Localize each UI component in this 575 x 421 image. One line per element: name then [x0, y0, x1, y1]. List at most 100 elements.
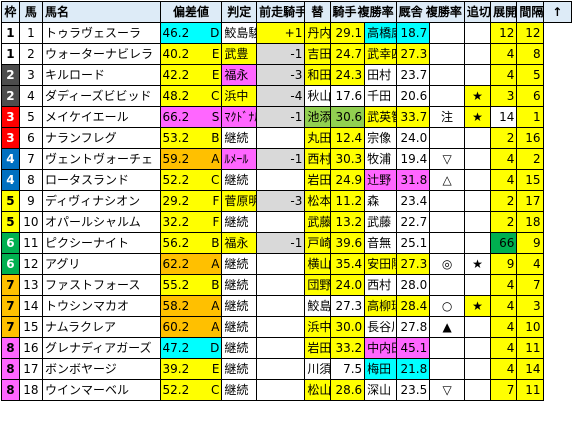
oikiri-mark	[429, 22, 465, 44]
table-row[interactable]: 7 13 ファストフォース 55.2 B 継続 団野 24.0 西村 28.0 4 7	[1, 274, 572, 296]
prev-jockey: 継続	[221, 316, 258, 338]
tenkai-mark	[463, 379, 492, 401]
rank-cell: 4	[516, 253, 544, 275]
race-table: 枠 馬 馬名 偏差値 判定 前走騎手 替 騎手 複勝率 厩舎 複勝率 追切 展開 間…	[1, 1, 573, 401]
waku-cell: 8	[1, 337, 20, 359]
horse-number: 15	[18, 316, 43, 338]
horse-name: ファストフォース	[41, 274, 161, 296]
trainer-name: 辻野	[364, 169, 397, 191]
jockey-change	[256, 169, 306, 191]
score-value: 48.2	[162, 89, 190, 103]
header-tenkai[interactable]: 展開	[490, 1, 518, 23]
header-arrow[interactable]: ↑	[542, 1, 573, 23]
grade: F	[212, 194, 220, 208]
horse-number: 1	[18, 22, 43, 44]
trainer-name: 高柳瑞	[364, 295, 397, 317]
jockey-rate: 17.6	[329, 85, 366, 107]
waku-cell: 4	[1, 148, 20, 170]
horse-number: 6	[18, 127, 43, 149]
header-num[interactable]: 馬	[18, 1, 43, 23]
trainer-name: 高橋康	[364, 22, 397, 44]
rank-cell: 17	[516, 190, 544, 212]
score-cell: 42.2 E	[159, 64, 223, 86]
rank-cell: 3	[516, 295, 544, 317]
table-row[interactable]: 35メイケイエール66.2Sﾏｸﾄﾞﾅﾙﾄﾞ-1池添30.6武英智33.7注★1…	[1, 106, 572, 128]
trainer-name: 中内田	[364, 337, 397, 359]
header-jockey[interactable]: 騎手 複勝率	[329, 1, 397, 23]
header-row: 枠 馬 馬名 偏差値 判定 前走騎手 替 騎手 複勝率 厩舎 複勝率 追切 展開 間…	[1, 1, 573, 23]
table-row[interactable]: 8 17 ボンボヤージ 39.2 E 継続 川須 7.5 梅田 21.8 4 14	[1, 358, 572, 380]
prev-jockey: 継続	[221, 127, 258, 149]
trainer-rate: 24.0	[395, 127, 431, 149]
tenkai-mark	[463, 169, 492, 191]
waku-cell: 7	[1, 295, 20, 317]
rank-cell: 1	[516, 106, 544, 128]
jockey-name: 戸崎	[304, 232, 331, 254]
score-value: 56.2	[162, 236, 190, 250]
header-waku[interactable]: 枠	[1, 1, 20, 23]
score-value: 58.2	[162, 299, 190, 313]
jockey-change: -1	[256, 148, 306, 170]
header-interval[interactable]: 間隔	[516, 1, 544, 23]
header-trainer[interactable]: 厩舎 複勝率	[395, 1, 465, 23]
trainer-name: 宗像	[364, 127, 397, 149]
table-row[interactable]: 8 18 ウインマーベル 52.2 C 継続 松山 28.6 深山 23.5 ▽ 7 11	[1, 379, 572, 401]
horse-name: ダディーズビビッド	[41, 85, 161, 107]
oikiri-mark	[429, 43, 465, 65]
table-row[interactable]: 3 6 ナランフレグ 53.2 B 継続 丸田 12.4 宗像 24.0 2 16	[1, 127, 572, 149]
score-cell: 56.2 B	[159, 232, 223, 254]
horse-number: 2	[18, 43, 43, 65]
header-oikiri[interactable]: 追切	[463, 1, 492, 23]
jockey-change	[256, 379, 306, 401]
rank-cell: 11	[516, 337, 544, 359]
grade: C	[211, 173, 220, 187]
score-cell: 48.2 C	[159, 85, 223, 107]
rank-cell: 16	[516, 127, 544, 149]
jockey-name: 川須	[304, 358, 331, 380]
horse-name: ウォーターナビレラ	[41, 43, 161, 65]
interval-cell: 4	[490, 358, 518, 380]
tenkai-mark: ★	[463, 85, 492, 107]
prev-jockey: 継続	[221, 295, 258, 317]
grade: D	[210, 341, 220, 355]
waku-cell: 5	[1, 211, 20, 233]
oikiri-mark	[429, 337, 465, 359]
horse-name: トウシンマカオ	[41, 295, 161, 317]
rank-cell: 7	[516, 274, 544, 296]
oikiri-mark	[429, 211, 465, 233]
jockey-change	[256, 253, 306, 275]
header-hantei[interactable]: 判定	[221, 1, 258, 23]
tenkai-mark	[463, 64, 492, 86]
header-hensachi[interactable]: 偏差値	[159, 1, 223, 23]
horse-name: オパールシャルム	[41, 211, 161, 233]
jockey-name: 団野	[304, 274, 331, 296]
header-change[interactable]: 替	[304, 1, 331, 23]
interval-cell: 7	[490, 379, 518, 401]
waku-cell: 1	[1, 43, 20, 65]
prev-jockey: ﾏｸﾄﾞﾅﾙﾄﾞ	[221, 106, 258, 128]
header-prev-jockey[interactable]: 前走騎手	[256, 1, 306, 23]
horse-name: キルロード	[41, 64, 161, 86]
grade: A	[211, 152, 220, 166]
jockey-rate: 7.5	[329, 358, 366, 380]
prev-jockey: ﾙﾒｰﾙ	[221, 148, 258, 170]
trainer-name: 武英智	[364, 106, 397, 128]
table-row[interactable]: 6 11 ピクシーナイト 56.2 B 福永 -1 戸崎 39.6 音無 25.1 66 9	[1, 232, 572, 254]
table-row[interactable]: 5 10 オパールシャルム 32.2 F 継続 武藤 13.2 武藤 22.7 2 18	[1, 211, 572, 233]
horse-number: 14	[18, 295, 43, 317]
header-name[interactable]: 馬名	[41, 1, 161, 23]
horse-name: ピクシーナイト	[41, 232, 161, 254]
interval-cell: 4	[490, 64, 518, 86]
score-cell: 62.2 A	[159, 253, 223, 275]
